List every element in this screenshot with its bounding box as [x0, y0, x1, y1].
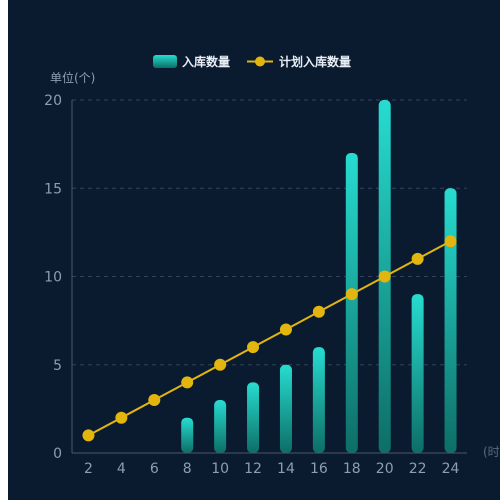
plan-point [82, 429, 95, 442]
x-tick-label: 4 [117, 461, 126, 477]
bar [444, 188, 457, 453]
legend-line-label: 计划入库数量 [279, 54, 351, 69]
y-tick-label: 15 [44, 181, 62, 197]
bar [345, 152, 358, 453]
x-tick-label: 8 [183, 461, 192, 477]
legend-bar-label: 入库数量 [182, 54, 230, 69]
bar [279, 364, 292, 453]
x-tick-label: 6 [150, 461, 159, 477]
y-tick-label: 10 [44, 270, 62, 286]
bar [181, 417, 194, 453]
plan-line [87, 240, 452, 437]
y-tick-label: 5 [53, 358, 62, 374]
bar [411, 294, 424, 453]
x-tick-label: 24 [442, 461, 460, 477]
axis-layer [71, 100, 467, 454]
legend-item-bar[interactable]: 入库数量 [153, 54, 230, 69]
grid-layer [72, 99, 467, 366]
x-tick-label: 14 [277, 461, 295, 477]
x-tick-label: 12 [244, 461, 262, 477]
x-tick-label: 2 [84, 461, 93, 477]
x-axis-label: (时 [483, 445, 500, 459]
plan-point [148, 394, 161, 407]
x-tick-label: 10 [211, 461, 229, 477]
plan-point [444, 235, 457, 248]
plan-point [345, 288, 358, 301]
x-tick-label: 22 [409, 461, 427, 477]
plan-point [378, 270, 391, 283]
legend[interactable]: 入库数量 计划入库数量 [153, 54, 351, 69]
plan-point [411, 252, 424, 265]
plan-point [312, 305, 325, 318]
bar-layer [181, 100, 457, 453]
chart-panel: 入库数量 计划入库数量 单位(个) (时 0 5 10 15 20 2 4 6 8 10 12 14 1… [8, 0, 500, 500]
y-axis-label: 单位(个) [50, 70, 95, 85]
plan-point [181, 376, 194, 389]
plan-point [115, 411, 128, 424]
legend-bar-swatch [153, 55, 177, 68]
bar [312, 347, 325, 453]
plan-point [214, 358, 227, 371]
y-tick-label: 0 [53, 446, 62, 462]
x-tick-label: 16 [310, 461, 328, 477]
x-tick-label: 20 [376, 461, 394, 477]
x-tick-label: 18 [343, 461, 361, 477]
plan-point [247, 341, 260, 354]
line-layer [82, 235, 457, 442]
legend-line-marker [255, 56, 265, 67]
legend-item-line[interactable]: 计划入库数量 [247, 54, 351, 69]
plan-point [279, 323, 292, 336]
y-tick-label: 20 [44, 93, 62, 109]
bar [214, 400, 227, 453]
bar [247, 382, 260, 453]
